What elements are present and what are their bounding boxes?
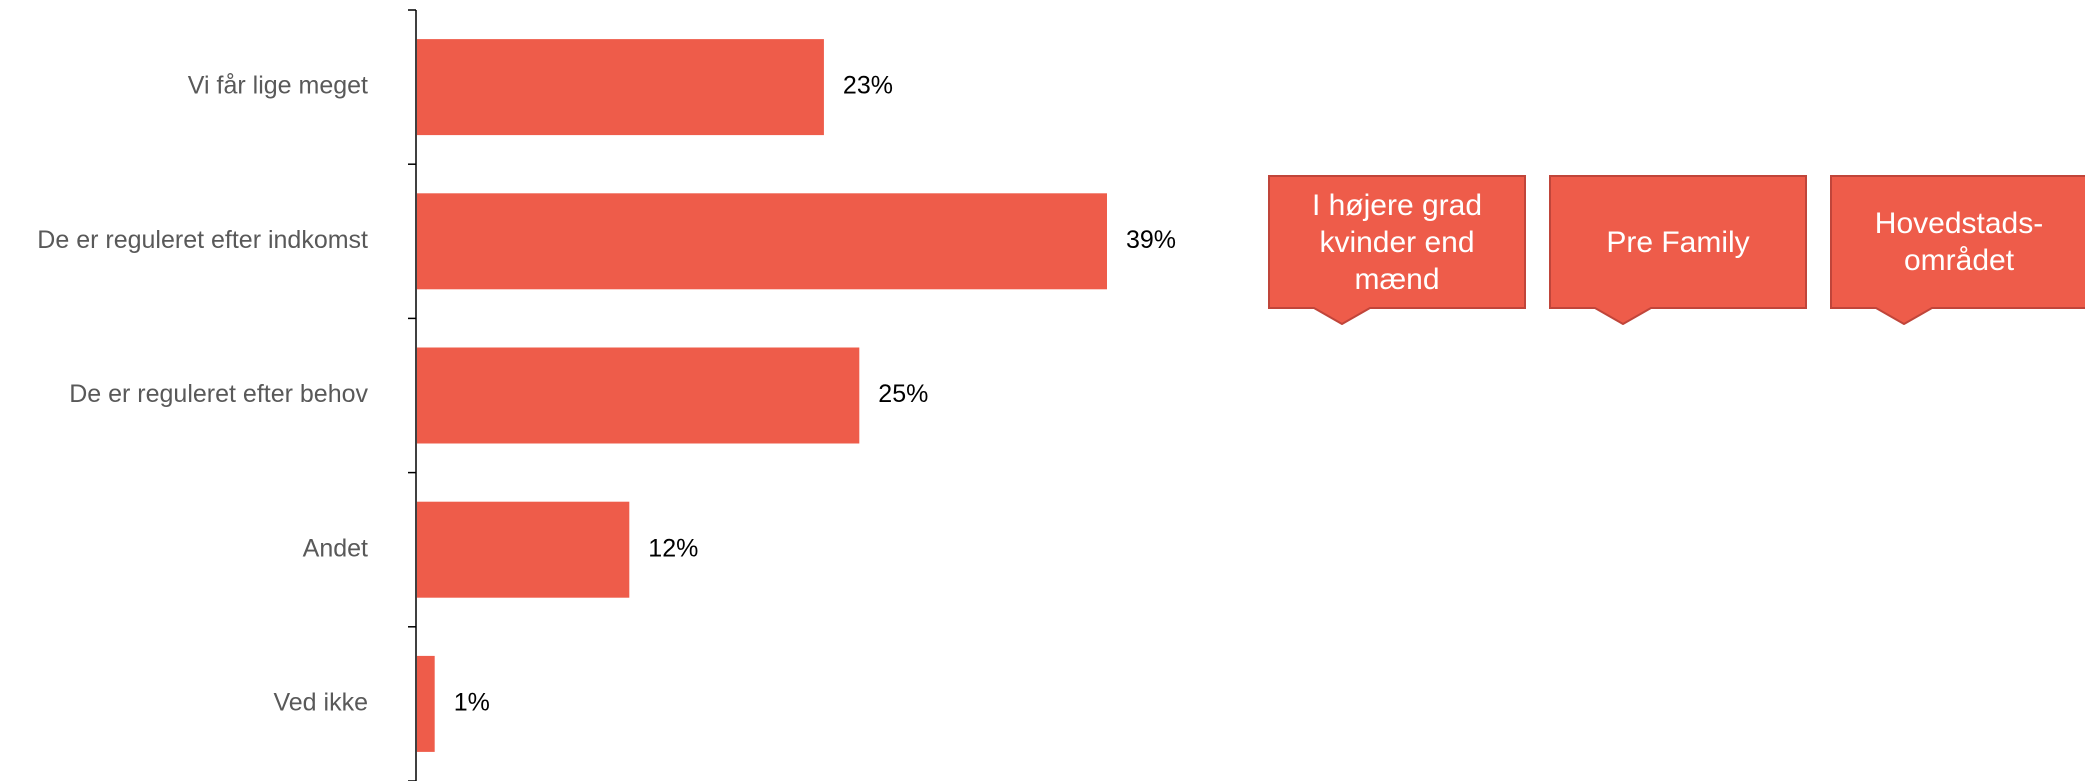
value-label: 1% — [454, 689, 490, 717]
value-label: 25% — [878, 380, 928, 408]
callout-text: I højere grad kvinder end mænd — [1311, 188, 1483, 296]
bar — [417, 655, 435, 752]
bar-chart: Vi får lige meget De er reguleret efter i… — [37, 9, 1176, 781]
callout-shape — [1268, 175, 1526, 325]
callout-shape — [1830, 175, 2085, 325]
callout-gender: I højere grad kvinder end mænd — [1268, 175, 1526, 325]
bar — [417, 193, 1107, 290]
callout-region: Hovedstads-området — [1830, 175, 2085, 325]
bar — [417, 501, 630, 598]
category-label: De er reguleret efter indkomst — [37, 226, 368, 254]
value-labels: 23% 39% 25% 12% 1% — [454, 72, 1176, 717]
bar — [417, 39, 824, 136]
value-label: 23% — [843, 72, 893, 100]
category-label: Vi får lige meget — [188, 72, 368, 100]
category-labels: Vi får lige meget De er reguleret efter i… — [37, 72, 368, 717]
category-label: Ved ikke — [273, 689, 368, 717]
y-axis-ticks — [408, 9, 416, 781]
category-label: De er reguleret efter behov — [69, 380, 368, 408]
value-label: 12% — [648, 534, 698, 562]
bars — [417, 39, 1107, 752]
callout-text: Hovedstads-området — [1874, 207, 2044, 277]
callout-text: Pre Family — [1606, 225, 1750, 259]
callout-shape — [1549, 175, 1807, 325]
category-label: Andet — [303, 534, 368, 562]
value-label: 39% — [1126, 226, 1176, 254]
bar — [417, 347, 860, 444]
callout-pre-family: Pre Family — [1549, 175, 1807, 325]
